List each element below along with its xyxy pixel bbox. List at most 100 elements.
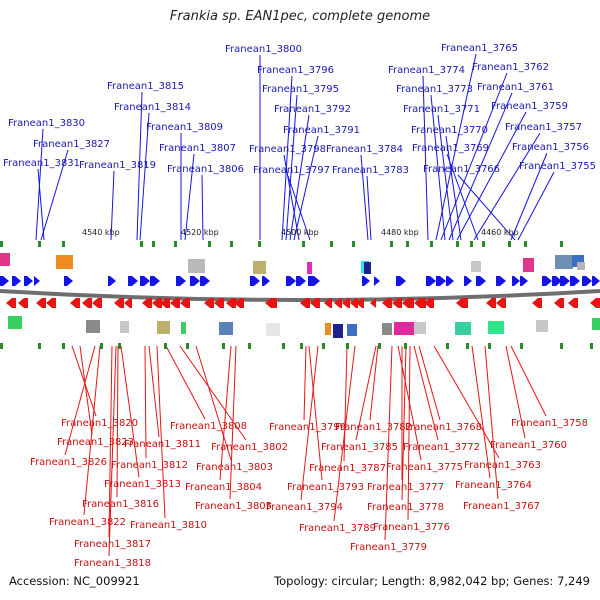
reverse-gene-label[interactable]: Franean1_3799: [269, 422, 346, 433]
forward-gene-arrow[interactable]: [560, 276, 570, 286]
reverse-gene-arrow[interactable]: [265, 298, 277, 308]
forward-gene-arrow[interactable]: [0, 276, 9, 286]
reverse-gene-label[interactable]: Franean1_3775: [386, 462, 463, 473]
cog-category-box[interactable]: [347, 324, 357, 336]
forward-gene-arrow[interactable]: [426, 276, 436, 286]
forward-gene-label[interactable]: Franean1_3765: [441, 43, 518, 54]
forward-gene-label[interactable]: Franean1_3795: [262, 84, 339, 95]
forward-gene-arrow[interactable]: [64, 276, 73, 286]
reverse-gene-arrow[interactable]: [496, 298, 506, 308]
forward-gene-label[interactable]: Franean1_3759: [491, 101, 568, 112]
reverse-gene-arrow[interactable]: [70, 298, 80, 308]
forward-gene-label[interactable]: Franean1_3819: [79, 160, 156, 171]
forward-gene-label[interactable]: Franean1_3769: [412, 143, 489, 154]
cog-category-box[interactable]: [307, 262, 312, 274]
reverse-gene-arrow[interactable]: [142, 298, 152, 308]
reverse-gene-arrow[interactable]: [342, 298, 350, 308]
forward-gene-arrow[interactable]: [308, 276, 320, 286]
forward-gene-arrow[interactable]: [108, 276, 116, 286]
reverse-gene-label[interactable]: Franean1_3760: [490, 440, 567, 451]
forward-gene-arrow[interactable]: [396, 276, 406, 286]
reverse-gene-label[interactable]: Franean1_3772: [403, 442, 480, 453]
reverse-gene-label[interactable]: Franean1_3812: [111, 460, 188, 471]
reverse-gene-arrow[interactable]: [532, 298, 542, 308]
forward-gene-label[interactable]: Franean1_3800: [225, 44, 302, 55]
reverse-gene-label[interactable]: Franean1_3768: [405, 422, 482, 433]
forward-gene-arrow[interactable]: [362, 276, 370, 286]
forward-gene-arrow[interactable]: [200, 276, 210, 286]
reverse-gene-label[interactable]: Franean1_3808: [170, 421, 247, 432]
forward-gene-label[interactable]: Franean1_3762: [472, 62, 549, 73]
forward-gene-label[interactable]: Franean1_3792: [274, 104, 351, 115]
reverse-gene-arrow[interactable]: [356, 298, 364, 308]
forward-gene-label[interactable]: Franean1_3756: [512, 142, 589, 153]
forward-gene-label[interactable]: Franean1_3757: [505, 122, 582, 133]
reverse-gene-arrow[interactable]: [334, 298, 342, 308]
cog-category-box[interactable]: [8, 316, 22, 329]
cog-category-box[interactable]: [333, 324, 343, 338]
forward-gene-arrow[interactable]: [24, 276, 33, 286]
reverse-gene-label[interactable]: Franean1_3805: [195, 501, 272, 512]
reverse-gene-arrow[interactable]: [324, 298, 332, 308]
forward-gene-label[interactable]: Franean1_3783: [332, 165, 409, 176]
forward-gene-label[interactable]: Franean1_3791: [283, 125, 360, 136]
forward-gene-arrow[interactable]: [286, 276, 296, 286]
forward-gene-arrow[interactable]: [592, 276, 600, 286]
forward-gene-label[interactable]: Franean1_3784: [326, 144, 403, 155]
cog-category-box[interactable]: [536, 320, 548, 332]
reverse-gene-arrow[interactable]: [204, 298, 214, 308]
reverse-gene-arrow[interactable]: [152, 298, 162, 308]
forward-gene-arrow[interactable]: [128, 276, 138, 286]
cog-category-box[interactable]: [325, 323, 331, 335]
reverse-gene-arrow[interactable]: [486, 298, 496, 308]
forward-gene-arrow[interactable]: [496, 276, 506, 286]
cog-category-box[interactable]: [555, 255, 573, 269]
cog-category-box[interactable]: [394, 322, 414, 335]
cog-category-box[interactable]: [86, 320, 100, 333]
forward-gene-label[interactable]: Franean1_3796: [257, 65, 334, 76]
reverse-gene-label[interactable]: Franean1_3804: [185, 482, 262, 493]
forward-gene-arrow[interactable]: [250, 276, 260, 286]
forward-gene-arrow[interactable]: [140, 276, 150, 286]
cog-category-box[interactable]: [471, 261, 481, 272]
cog-category-box[interactable]: [188, 259, 205, 273]
forward-gene-arrow[interactable]: [374, 276, 380, 286]
cog-category-box[interactable]: [488, 321, 504, 334]
forward-gene-arrow[interactable]: [176, 276, 186, 286]
forward-gene-arrow[interactable]: [512, 276, 520, 286]
reverse-gene-label[interactable]: Franean1_3777: [367, 482, 444, 493]
forward-gene-label[interactable]: Franean1_3761: [477, 82, 554, 93]
reverse-gene-arrow[interactable]: [92, 298, 102, 308]
reverse-gene-label[interactable]: Franean1_3778: [367, 502, 444, 513]
reverse-gene-label[interactable]: Franean1_3826: [30, 457, 107, 468]
forward-gene-label[interactable]: Franean1_3773: [396, 84, 473, 95]
reverse-gene-label[interactable]: Franean1_3817: [74, 539, 151, 550]
cog-category-box[interactable]: [266, 323, 280, 336]
reverse-gene-arrow[interactable]: [82, 298, 92, 308]
forward-gene-arrow[interactable]: [436, 276, 446, 286]
reverse-gene-arrow[interactable]: [36, 298, 46, 308]
reverse-gene-arrow[interactable]: [160, 298, 170, 308]
cog-category-box[interactable]: [157, 321, 170, 334]
reverse-gene-arrow[interactable]: [424, 298, 434, 308]
forward-gene-arrow[interactable]: [262, 276, 270, 286]
forward-gene-arrow[interactable]: [150, 276, 160, 286]
reverse-gene-label[interactable]: Franean1_3811: [124, 439, 201, 450]
reverse-gene-arrow[interactable]: [6, 298, 16, 308]
forward-gene-label[interactable]: Franean1_3831: [3, 158, 80, 169]
forward-gene-arrow[interactable]: [12, 276, 21, 286]
reverse-gene-label[interactable]: Franean1_3793: [287, 482, 364, 493]
forward-gene-label[interactable]: Franean1_3806: [167, 164, 244, 175]
forward-gene-arrow[interactable]: [476, 276, 486, 286]
forward-gene-arrow[interactable]: [570, 276, 580, 286]
reverse-gene-arrow[interactable]: [114, 298, 124, 308]
forward-gene-label[interactable]: Franean1_3766: [423, 164, 500, 175]
cog-category-box[interactable]: [253, 261, 266, 274]
reverse-gene-label[interactable]: Franean1_3813: [104, 479, 181, 490]
cog-category-box[interactable]: [414, 322, 426, 334]
reverse-gene-arrow[interactable]: [46, 298, 56, 308]
reverse-gene-label[interactable]: Franean1_3802: [211, 442, 288, 453]
forward-gene-arrow[interactable]: [446, 276, 454, 286]
reverse-gene-arrow[interactable]: [234, 298, 244, 308]
reverse-gene-label[interactable]: Franean1_3764: [455, 480, 532, 491]
